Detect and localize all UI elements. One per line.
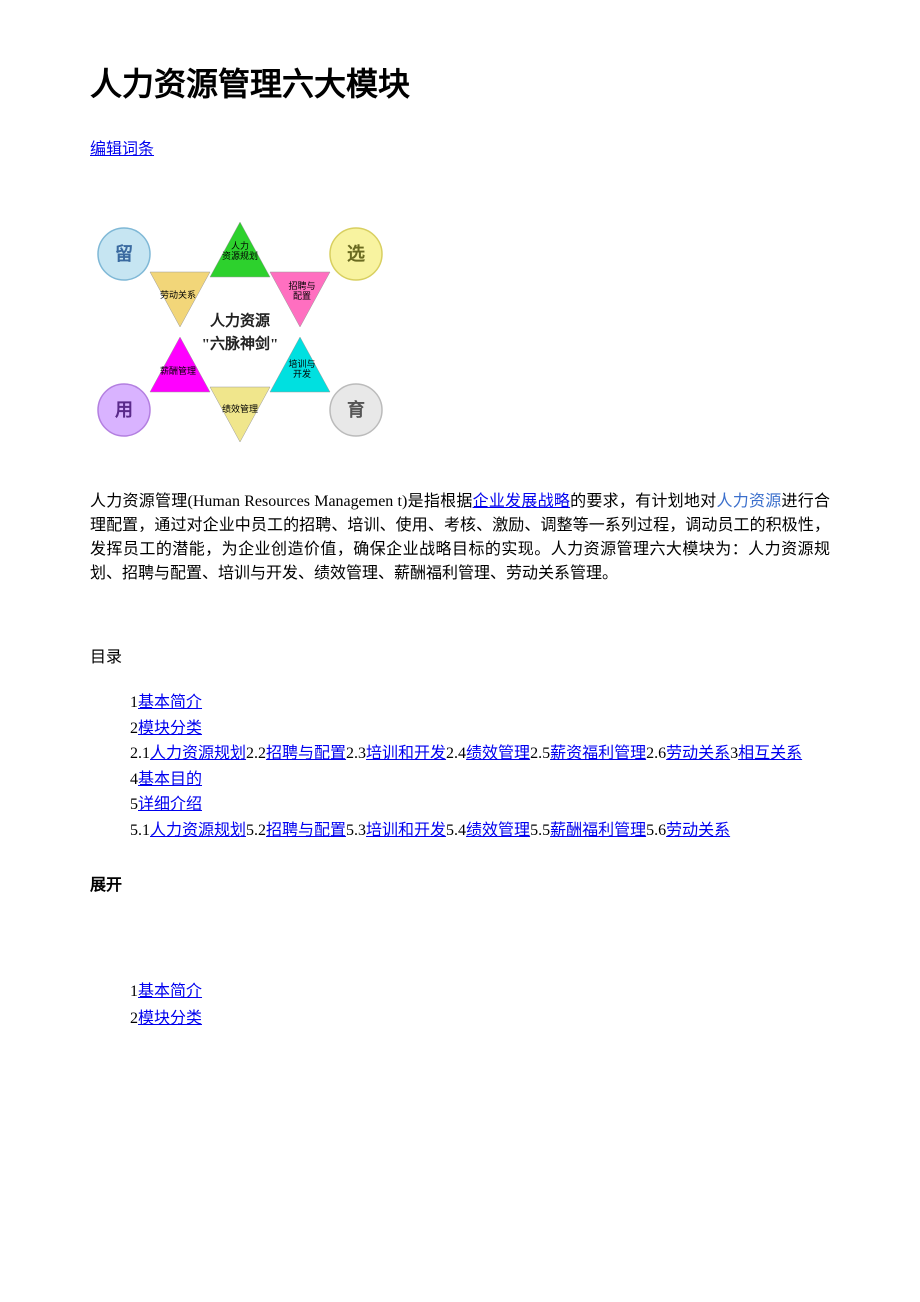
- toc-link-55[interactable]: 薪酬福利管理: [550, 822, 646, 839]
- tri-label: 薪酬管理: [160, 367, 196, 377]
- toc-num: 2.4: [446, 745, 466, 762]
- toc-block: 1基本简介 2模块分类 2.1人力资源规划2.2招聘与配置2.3培训和开发2.4…: [130, 690, 830, 844]
- toc-link-26[interactable]: 劳动关系: [666, 745, 730, 762]
- toc-num: 5.6: [646, 822, 666, 839]
- svg-text:用: 用: [115, 400, 133, 420]
- toc-num: 2.2: [246, 745, 266, 762]
- center-line1: 人力资源: [202, 310, 279, 333]
- toc-link-23[interactable]: 培训和开发: [366, 745, 446, 762]
- toc-num: 5: [130, 796, 138, 813]
- toc-num: 5.3: [346, 822, 366, 839]
- svg-text:留: 留: [115, 243, 133, 264]
- toc2-link-modules[interactable]: 模块分类: [138, 1010, 202, 1027]
- toc-num: 5.5: [530, 822, 550, 839]
- intro-text: 人力资源管理(Human Resources Managemen t)是指根据: [90, 493, 473, 510]
- toc-num: 2: [130, 1010, 138, 1027]
- toc-num: 5.4: [446, 822, 466, 839]
- toc-num: 4: [130, 771, 138, 788]
- svg-text:育: 育: [347, 399, 365, 420]
- hr-star-diagram: 留 选 用 育 人力资源 "六脉神剑" 人力资源规划 薪酬管理 培训与开发 劳动…: [90, 192, 390, 472]
- toc-num: 2.6: [646, 745, 666, 762]
- toc-link-22[interactable]: 招聘与配置: [266, 745, 346, 762]
- toc-num: 5.1: [130, 822, 150, 839]
- edit-entry-link[interactable]: 编辑词条: [90, 138, 154, 162]
- diagram-center-text: 人力资源 "六脉神剑": [202, 310, 279, 355]
- toc-num: 1: [130, 694, 138, 711]
- tri-label: 培训与开发: [288, 360, 315, 380]
- link-hr: 人力资源: [716, 493, 781, 510]
- toc-num: 2.3: [346, 745, 366, 762]
- toc-link-3[interactable]: 相互关系: [738, 745, 802, 762]
- expand-button[interactable]: 展开: [90, 874, 830, 898]
- toc-link-25[interactable]: 薪资福利管理: [550, 745, 646, 762]
- toc-link-21[interactable]: 人力资源规划: [150, 745, 246, 762]
- svg-text:选: 选: [347, 244, 365, 264]
- link-strategy[interactable]: 企业发展战略: [473, 493, 571, 510]
- toc-heading: 目录: [90, 646, 830, 670]
- toc-num: 2.1: [130, 745, 150, 762]
- tri-label: 人力资源规划: [222, 242, 258, 262]
- page-title: 人力资源管理六大模块: [90, 60, 830, 108]
- tri-label: 劳动关系: [160, 291, 196, 301]
- toc-num: 2.5: [530, 745, 550, 762]
- toc-num: 2: [130, 720, 138, 737]
- toc-link-54[interactable]: 绩效管理: [466, 822, 530, 839]
- intro-paragraph: 人力资源管理(Human Resources Managemen t)是指根据企…: [90, 490, 830, 586]
- toc-link-detail[interactable]: 详细介绍: [138, 796, 202, 813]
- toc-link-modules[interactable]: 模块分类: [138, 720, 202, 737]
- toc-link-52[interactable]: 招聘与配置: [266, 822, 346, 839]
- toc-secondary: 1基本简介 2模块分类: [130, 978, 830, 1032]
- toc-num: 3: [730, 745, 738, 762]
- toc-num: 5.2: [246, 822, 266, 839]
- intro-text: 的要求，有计划地对: [570, 493, 716, 510]
- toc-link-56[interactable]: 劳动关系: [666, 822, 730, 839]
- toc-link-24[interactable]: 绩效管理: [466, 745, 530, 762]
- toc-link-53[interactable]: 培训和开发: [366, 822, 446, 839]
- toc2-link-intro[interactable]: 基本简介: [138, 983, 202, 1000]
- tri-label: 招聘与配置: [288, 282, 315, 302]
- toc-num: 1: [130, 983, 138, 1000]
- tri-label: 绩效管理: [222, 405, 258, 415]
- toc-link-purpose[interactable]: 基本目的: [138, 771, 202, 788]
- toc-link-51[interactable]: 人力资源规划: [150, 822, 246, 839]
- center-line2: "六脉神剑": [202, 333, 279, 356]
- toc-link-intro[interactable]: 基本简介: [138, 694, 202, 711]
